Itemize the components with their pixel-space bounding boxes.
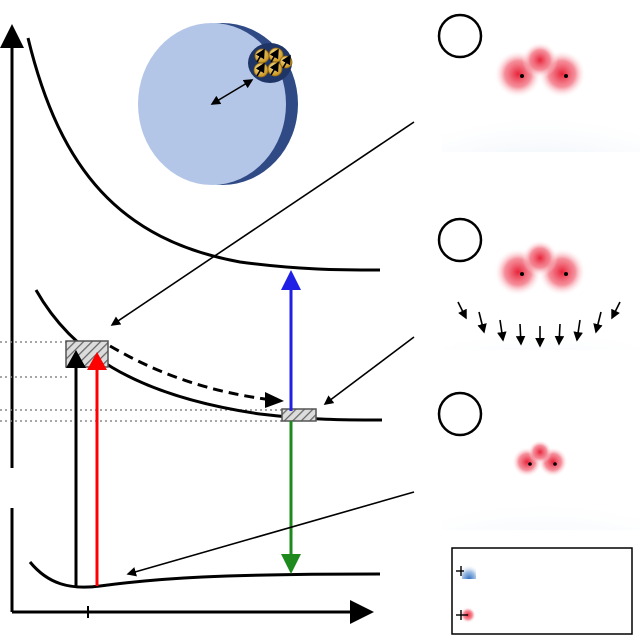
nucleus-dot <box>520 272 524 276</box>
relaxed-state-box <box>281 408 317 422</box>
radial-arrow <box>515 323 526 346</box>
black-excitation-arrowhead <box>66 350 86 368</box>
hole-lobe <box>522 240 558 276</box>
legend-box <box>451 547 633 635</box>
hole-density-icon <box>456 607 476 623</box>
transition-arrows <box>66 270 301 586</box>
radial-arrows <box>457 301 621 348</box>
panel-middle <box>437 217 640 350</box>
panel-middle-cavity <box>476 270 604 306</box>
panel-middle-label-circle <box>437 217 483 263</box>
middle-curve <box>34 289 383 422</box>
panel-middle-electron-density <box>442 270 640 350</box>
upper-curve <box>26 37 381 272</box>
spin-arrow <box>281 54 291 69</box>
distance-arrow <box>210 79 254 105</box>
relaxation-arrowhead <box>265 392 284 408</box>
blue-arrowhead <box>281 270 301 290</box>
spin-arrow <box>255 48 265 63</box>
panel-bottom-cavity <box>448 440 632 500</box>
nucleus-dot <box>553 462 557 466</box>
panel-top <box>437 13 640 152</box>
radial-arrow <box>593 311 603 334</box>
nucleus-dot <box>520 74 524 78</box>
ground-curve <box>28 561 381 589</box>
cluster <box>253 47 293 78</box>
radial-arrow <box>611 301 621 320</box>
panel-top-electron-density <box>442 60 640 152</box>
green-arrowhead <box>281 554 301 574</box>
energy-curves <box>26 37 383 589</box>
axes <box>0 24 374 624</box>
legend <box>451 547 633 635</box>
panel-top-label-circle <box>437 13 483 59</box>
spin-arrow <box>269 61 279 76</box>
nucleus-dot <box>564 74 568 78</box>
pointer-top <box>110 121 415 326</box>
radial-arrow <box>573 319 583 342</box>
hole-lobe <box>528 440 552 464</box>
radial-arrow <box>554 323 565 346</box>
electron-density-icon <box>456 563 476 579</box>
pointer-bottom <box>126 491 415 577</box>
nucleus-dot <box>564 272 568 276</box>
spin-arrow <box>255 62 265 77</box>
nanoparticle-illustration <box>138 23 298 185</box>
spin-arrow <box>269 48 279 63</box>
radial-arrow <box>477 311 487 334</box>
nucleus-dot <box>528 462 532 466</box>
pointer-lines <box>110 121 415 577</box>
hole-lobe <box>522 42 558 78</box>
radial-arrow <box>497 319 507 342</box>
red-excitation-arrowhead <box>87 352 107 370</box>
pointer-middle <box>323 336 415 405</box>
reference-lines <box>0 341 285 422</box>
panel-bottom <box>437 391 640 530</box>
panel-bottom-label-circle <box>437 391 483 437</box>
relaxation-dashed-arrow <box>109 344 273 402</box>
radial-arrow <box>457 301 467 320</box>
